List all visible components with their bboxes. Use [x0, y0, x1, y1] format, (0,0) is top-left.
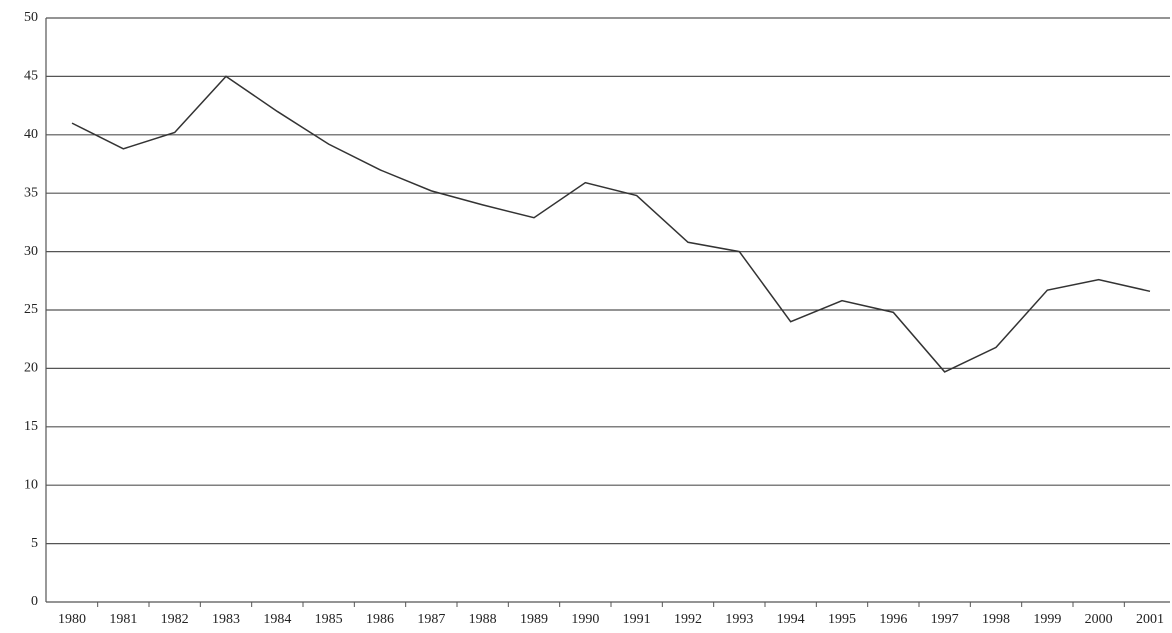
x-tick-label: 2000 — [1085, 612, 1113, 627]
y-tick-label: 0 — [31, 594, 38, 609]
x-tick-label: 1980 — [58, 612, 86, 627]
x-tick-label: 1999 — [1033, 612, 1061, 627]
x-tick-label: 1985 — [315, 612, 343, 627]
x-tick-label: 1998 — [982, 612, 1010, 627]
x-tick-label: 1995 — [828, 612, 856, 627]
x-tick-label: 1991 — [623, 612, 651, 627]
x-tick-label: 1996 — [879, 612, 907, 627]
y-tick-label: 5 — [31, 536, 38, 551]
x-tick-label: 1992 — [674, 612, 702, 627]
y-tick-label: 45 — [24, 69, 38, 84]
x-tick-label: 1994 — [777, 612, 805, 627]
line-series — [71, 75, 1151, 373]
x-tick-label: 1982 — [161, 612, 189, 627]
x-tick-label: 1989 — [520, 612, 548, 627]
y-tick-label: 40 — [24, 127, 38, 142]
y-tick-label: 15 — [24, 419, 38, 434]
x-tick-label: 1986 — [366, 612, 394, 627]
x-tick-label: 1997 — [931, 612, 959, 627]
x-tick-label: 1981 — [109, 612, 137, 627]
x-tick-label: 1988 — [469, 612, 497, 627]
x-tick-label: 2001 — [1136, 612, 1164, 627]
y-tick-label: 50 — [24, 10, 38, 25]
x-tick-label: 1987 — [417, 612, 445, 627]
y-tick-label: 20 — [24, 361, 38, 376]
y-tick-label: 25 — [24, 302, 38, 317]
x-tick-label: 1983 — [212, 612, 240, 627]
y-tick-label: 30 — [24, 244, 38, 259]
x-tick-label: 1993 — [725, 612, 753, 627]
y-tick-label: 10 — [24, 477, 38, 492]
y-tick-label: 35 — [24, 185, 38, 200]
x-tick-label: 1984 — [263, 612, 291, 627]
x-tick-label: 1990 — [571, 612, 599, 627]
